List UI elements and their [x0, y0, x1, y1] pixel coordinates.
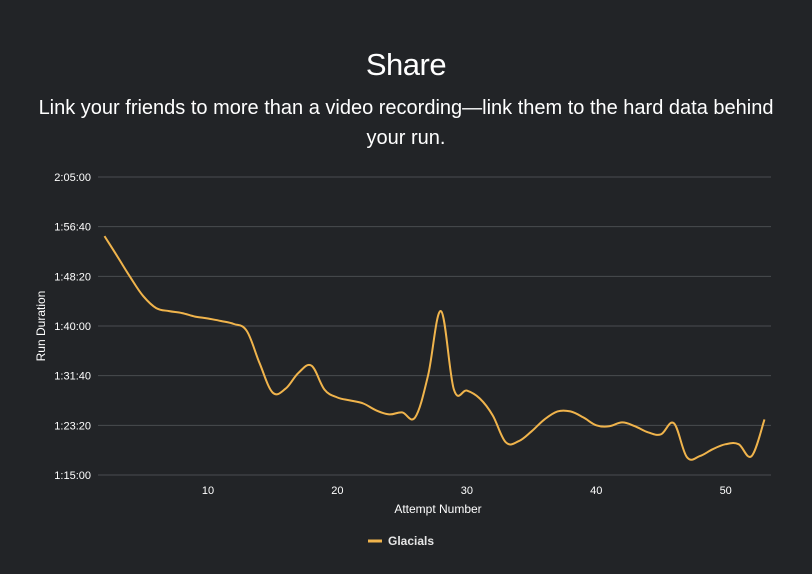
x-tick-label: 40	[590, 485, 602, 497]
y-axis-ticks: 1:15:00 1:23:20 1:31:40 1:40:00 1:48:20 1:56:…	[54, 172, 91, 482]
section-subtitle: Link your friends to more than a video r…	[38, 97, 774, 149]
chart-legend[interactable]: Glacials	[368, 534, 434, 548]
y-axis-label: Run Duration	[34, 291, 48, 362]
y-tick-label: 1:31:40	[54, 371, 91, 383]
y-tick-label: 1:23:20	[54, 420, 91, 432]
x-tick-label: 20	[331, 485, 343, 497]
section-title: Share	[365, 47, 447, 82]
legend-label-glacials: Glacials	[388, 534, 434, 548]
y-tick-label: 1:48:20	[54, 271, 91, 283]
chart-grid	[98, 176, 771, 476]
y-tick-label: 1:56:40	[54, 222, 91, 234]
x-tick-label: 30	[461, 485, 473, 497]
chart-series	[103, 235, 766, 461]
x-tick-label: 50	[720, 485, 732, 497]
y-tick-label: 1:15:00	[54, 470, 91, 482]
series-line-0[interactable]	[103, 235, 766, 461]
y-tick-label: 1:40:00	[54, 321, 91, 333]
y-tick-label: 2:05:00	[54, 172, 91, 184]
x-axis-ticks: 10 20 30 40 50	[202, 485, 732, 497]
x-axis-label: Attempt Number	[394, 502, 481, 516]
x-tick-label: 10	[202, 485, 214, 497]
